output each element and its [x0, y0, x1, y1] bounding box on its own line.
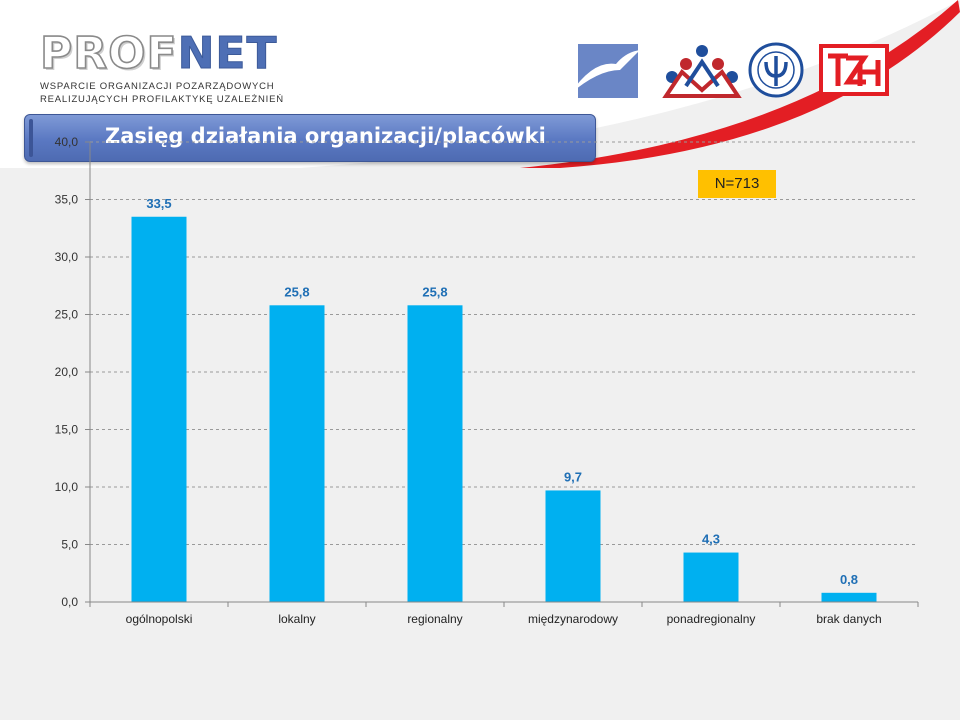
data-label: 9,7 — [564, 469, 582, 484]
category-label: ogólnopolski — [126, 612, 193, 626]
chart-data-labels: 33,5 25,8 25,8 9,7 4,3 0,8 — [146, 196, 858, 587]
x-axis-categories: ogólnopolski lokalny regionalny międzynarod… — [126, 612, 882, 626]
y-tick-label: 35,0 — [55, 193, 79, 207]
chart-bars — [131, 216, 877, 602]
logo-wordmark: PROFNET — [39, 28, 284, 79]
data-label: 0,8 — [840, 572, 858, 587]
chart-axes — [85, 141, 919, 607]
bar — [545, 490, 601, 602]
bar — [131, 216, 187, 602]
y-tick-label: 40,0 — [55, 135, 79, 149]
people-group-logo-icon — [662, 45, 742, 98]
title-bar: Zasięg działania organizacji/placówki — [24, 114, 596, 162]
bar — [821, 592, 877, 602]
bar — [683, 552, 739, 602]
logo-subtitle-line2: REALIZUJĄCYCH PROFILAKTYKĘ UZALEŻNIEŃ — [40, 94, 284, 105]
y-tick-label: 0,0 — [61, 595, 78, 609]
data-label: 25,8 — [284, 284, 309, 299]
sample-size-badge: N=713 — [698, 170, 776, 198]
category-label: brak danych — [816, 612, 881, 626]
logo-subtitle: WSPARCIE ORGANIZACJI POZARZĄDOWYCH REALI… — [40, 80, 284, 106]
y-tick-label: 10,0 — [55, 480, 79, 494]
header-swoosh — [300, 0, 960, 168]
y-tick-label: 5,0 — [61, 538, 78, 552]
category-label: ponadregionalny — [667, 612, 756, 626]
psi-seal-logo-icon — [748, 42, 804, 98]
category-label: regionalny — [407, 612, 462, 626]
tzn-logo-icon — [819, 44, 889, 96]
y-tick-label: 30,0 — [55, 250, 79, 264]
y-tick-label: 15,0 — [55, 423, 79, 437]
data-label: 25,8 — [422, 284, 447, 299]
bar — [269, 305, 325, 602]
bird-logo-icon — [570, 44, 640, 98]
y-tick-label: 25,0 — [55, 308, 79, 322]
category-label: międzynarodowy — [528, 612, 618, 626]
page-title: Zasięg działania organizacji/placówki — [105, 124, 546, 148]
data-label: 4,3 — [702, 532, 720, 547]
profnet-logo: PROFNET WSPARCIE ORGANIZACJI POZARZĄDOWY… — [39, 28, 284, 106]
data-label: 33,5 — [146, 196, 171, 211]
chart-gridlines — [90, 141, 918, 545]
category-label: lokalny — [278, 612, 315, 626]
logo-subtitle-line1: WSPARCIE ORGANIZACJI POZARZĄDOWYCH — [40, 81, 275, 92]
logo-prof: PROF — [39, 28, 178, 79]
y-tick-label: 20,0 — [55, 365, 79, 379]
logo-net: NET — [177, 28, 278, 79]
bar — [407, 305, 463, 602]
y-axis-ticks: 0,0 5,0 10,0 15,0 20,0 25,0 30,0 35,0 40,0 — [55, 135, 79, 609]
